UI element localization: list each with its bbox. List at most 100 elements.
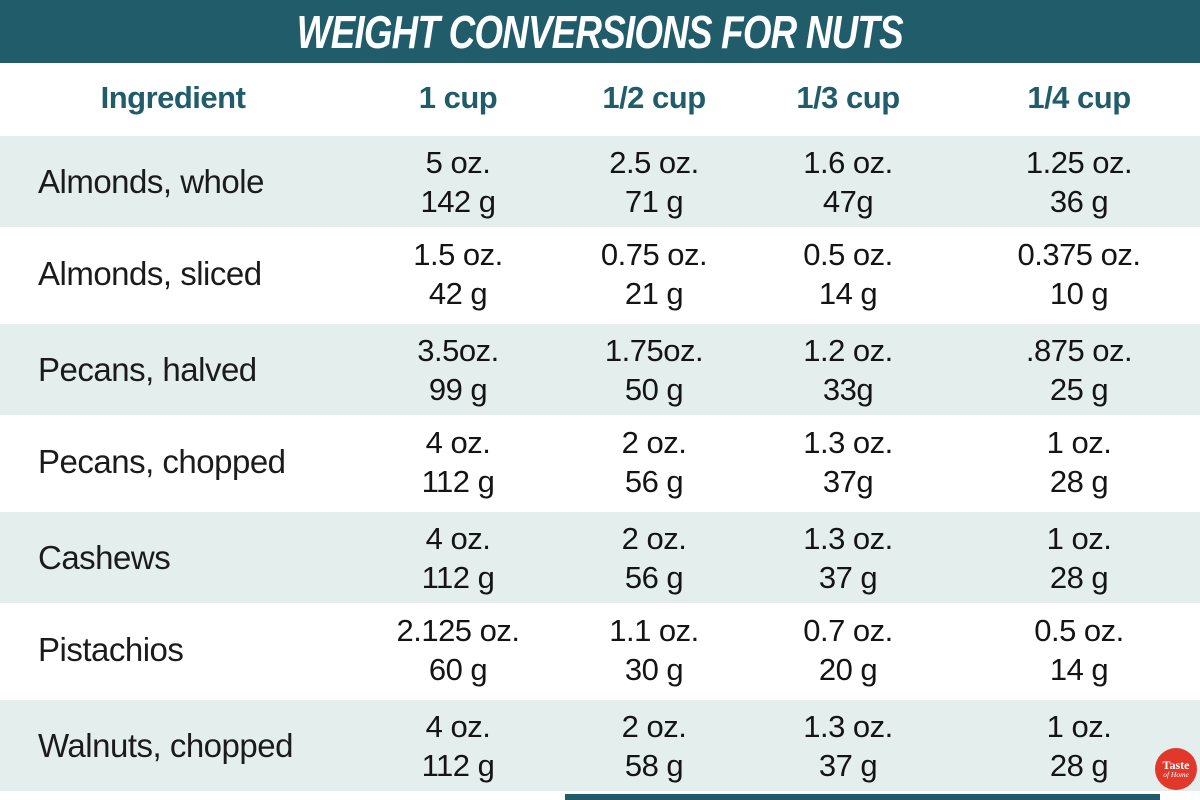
gram-value: 112 g [421, 464, 495, 499]
oz-value: 2 oz. [621, 425, 687, 460]
oz-value: 1 oz. [1046, 520, 1112, 556]
table-row: Almonds, whole 5 oz. 142 g 2.5 oz. 71 g … [0, 133, 1200, 227]
column-header-quarter-cup: 1/4 cup [1027, 80, 1131, 115]
gram-value: 37 g [818, 747, 878, 783]
value-cell: 2 oz. 56 g [570, 415, 738, 509]
column-header-ingredient: Ingredient [100, 80, 246, 115]
ingredient-cell: Almonds, sliced [38, 255, 262, 292]
value-cell: 2 oz. 56 g [570, 512, 738, 603]
gram-value: 25 g [1049, 371, 1109, 407]
oz-value: 2.5 oz. [609, 144, 699, 180]
oz-value: 5 oz. [425, 144, 491, 180]
value-cell: 1.1 oz. 30 g [570, 603, 738, 697]
column-header-half-cup: 1/2 cup [602, 80, 706, 115]
column-header-1-cup: 1 cup [418, 80, 498, 115]
gram-value: 30 g [624, 652, 684, 687]
gram-value: 112 g [421, 559, 495, 595]
oz-value: 2.125 oz. [396, 613, 520, 648]
value-cell: .875 oz. 25 g [958, 324, 1200, 415]
gram-value: 56 g [624, 559, 684, 595]
gram-value: 20 g [818, 652, 878, 687]
value-cell: 3.5oz. 99 g [346, 324, 570, 415]
value-cell: 0.75 oz. 21 g [570, 227, 738, 321]
oz-value: 0.375 oz. [1017, 237, 1141, 272]
table-row: Cashews 4 oz. 112 g 2 oz. 56 g 1.3 oz. 3… [0, 509, 1200, 603]
oz-value: 1.3 oz. [803, 708, 893, 744]
ingredient-cell: Pecans, halved [38, 350, 257, 388]
gram-value: 60 g [428, 652, 488, 687]
gram-value: 33g [822, 371, 874, 407]
value-cell: 0.5 oz. 14 g [958, 603, 1200, 697]
gram-value: 28 g [1049, 747, 1109, 783]
gram-value: 10 g [1049, 276, 1109, 311]
gram-value: 37 g [818, 559, 878, 595]
oz-value: 4 oz. [425, 520, 491, 556]
gram-value: 50 g [624, 371, 684, 407]
table-header-row: Ingredient 1 cup 1/2 cup 1/3 cup 1/4 cup [0, 63, 1200, 133]
table-row: Walnuts, chopped 4 oz. 112 g 2 oz. 58 g … [0, 697, 1200, 791]
bottom-accent-bar [565, 794, 1160, 800]
value-cell: 0.7 oz. 20 g [738, 603, 958, 697]
value-cell: 2.5 oz. 71 g [570, 136, 738, 227]
oz-value: 0.7 oz. [803, 613, 893, 648]
oz-value: 0.5 oz. [1034, 613, 1124, 648]
value-cell: 1 oz. 28 g [958, 700, 1200, 791]
value-cell: 1 oz. 28 g [958, 512, 1200, 603]
oz-value: .875 oz. [1025, 332, 1133, 368]
ingredient-cell: Walnuts, chopped [38, 726, 293, 764]
oz-value: 0.75 oz. [600, 237, 708, 272]
oz-value: 1.3 oz. [803, 425, 893, 460]
value-cell: 1.5 oz. 42 g [346, 227, 570, 321]
gram-value: 112 g [421, 747, 495, 783]
gram-value: 21 g [624, 276, 684, 311]
value-cell: 1.3 oz. 37g [738, 415, 958, 509]
page-title: WEIGHT CONVERSIONS FOR NUTS [296, 5, 904, 58]
column-header-third-cup: 1/3 cup [796, 80, 900, 115]
gram-value: 142 g [420, 183, 496, 219]
oz-value: 1 oz. [1046, 708, 1112, 744]
value-cell: 1.3 oz. 37 g [738, 512, 958, 603]
gram-value: 14 g [818, 276, 878, 311]
title-bar: WEIGHT CONVERSIONS FOR NUTS [0, 0, 1200, 63]
value-cell: 5 oz. 142 g [346, 136, 570, 227]
oz-value: 4 oz. [425, 708, 491, 744]
value-cell: 2 oz. 58 g [570, 700, 738, 791]
ingredient-cell: Almonds, whole [38, 162, 264, 200]
oz-value: 1.5 oz. [413, 237, 503, 272]
oz-value: 1.6 oz. [803, 144, 893, 180]
value-cell: 1.25 oz. 36 g [958, 136, 1200, 227]
value-cell: 0.375 oz. 10 g [958, 227, 1200, 321]
gram-value: 99 g [428, 371, 488, 407]
oz-value: 2 oz. [621, 708, 687, 744]
ingredient-cell: Pecans, chopped [38, 443, 286, 480]
value-cell: 1 oz. 28 g [958, 415, 1200, 509]
oz-value: 1.75oz. [604, 332, 704, 368]
gram-value: 28 g [1049, 559, 1109, 595]
value-cell: 2.125 oz. 60 g [346, 603, 570, 697]
gram-value: 36 g [1049, 183, 1109, 219]
logo-text-taste: Taste [1162, 757, 1190, 772]
table-body: Almonds, whole 5 oz. 142 g 2.5 oz. 71 g … [0, 133, 1200, 791]
table-row: Pecans, chopped 4 oz. 112 g 2 oz. 56 g 1… [0, 415, 1200, 509]
value-cell: 4 oz. 112 g [346, 512, 570, 603]
oz-value: 1.2 oz. [803, 332, 893, 368]
gram-value: 42 g [428, 276, 488, 311]
value-cell: 1.6 oz. 47g [738, 136, 958, 227]
oz-value: 1.3 oz. [803, 520, 893, 556]
value-cell: 4 oz. 112 g [346, 700, 570, 791]
logo-text-of-home: of Home [1163, 769, 1189, 779]
value-cell: 1.75oz. 50 g [570, 324, 738, 415]
value-cell: 4 oz. 112 g [346, 415, 570, 509]
ingredient-cell: Cashews [38, 538, 171, 576]
oz-value: 3.5oz. [417, 332, 499, 368]
oz-value: 1 oz. [1046, 425, 1112, 460]
gram-value: 47g [822, 183, 874, 219]
value-cell: 0.5 oz. 14 g [738, 227, 958, 321]
gram-value: 58 g [624, 747, 684, 783]
value-cell: 1.3 oz. 37 g [738, 700, 958, 791]
taste-of-home-logo: Taste of Home [1155, 748, 1197, 790]
table-row: Almonds, sliced 1.5 oz. 42 g 0.75 oz. 21… [0, 227, 1200, 321]
oz-value: 2 oz. [621, 520, 687, 556]
gram-value: 56 g [624, 464, 684, 499]
